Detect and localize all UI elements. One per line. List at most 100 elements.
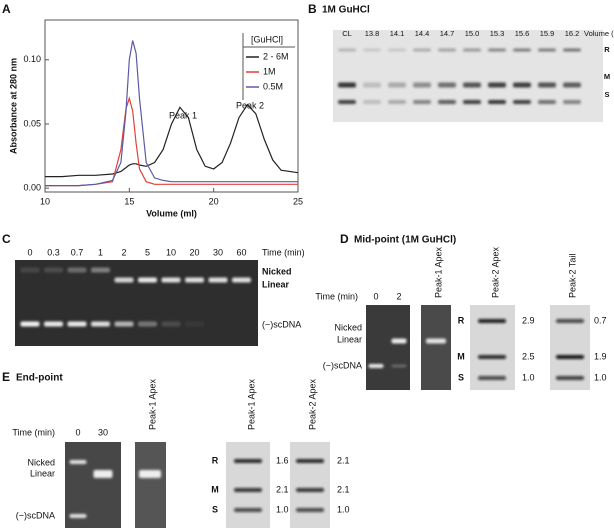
gel-band (388, 100, 406, 104)
gel-band (232, 277, 251, 283)
panel-label: A (2, 2, 11, 16)
band-label: R (458, 315, 465, 325)
lane-label: 16.2 (565, 29, 580, 38)
band-label: Nicked (334, 322, 362, 332)
gel-band (388, 82, 406, 88)
time-label: Time (min) (262, 247, 305, 257)
panel-title: Mid-point (1M GuHCl) (354, 235, 456, 246)
lane-label: 13.8 (365, 29, 380, 38)
gel-band (114, 277, 134, 283)
band-label: Linear (30, 468, 55, 478)
legend-label: 2 - 6M (263, 51, 289, 61)
gel-band (338, 100, 356, 104)
y-axis-label: Absorbance at 280 nm (8, 58, 18, 154)
band-label: R (604, 45, 610, 54)
line-series (45, 40, 298, 187)
lane-label: 15.0 (465, 29, 480, 38)
ratio-label: 2.1 (337, 455, 350, 465)
gel-band (114, 321, 134, 327)
gel (135, 442, 166, 528)
gel-band (296, 459, 324, 463)
x-axis-label: Volume (ml) (146, 208, 197, 218)
gel-band (67, 321, 87, 327)
band-label: M (604, 72, 610, 81)
annotation: Peak 2 (236, 100, 264, 110)
ratio-label: 1.0 (522, 372, 535, 382)
gel-band (368, 364, 384, 368)
band-label: (−)scDNA (262, 319, 301, 329)
band-label: Linear (262, 279, 290, 289)
lane-label: 10 (166, 247, 176, 257)
gel-band (413, 82, 431, 88)
lane-label: 15.9 (540, 29, 555, 38)
gel-band (139, 470, 161, 478)
gel-band (413, 48, 431, 52)
ratio-label: 1.6 (276, 455, 289, 465)
y-tick-label: 0.00 (23, 183, 41, 193)
gel-band (296, 488, 324, 492)
lane-label: 0 (27, 247, 32, 257)
gel-band (44, 321, 63, 327)
lane-label: CL (342, 29, 352, 38)
ratio-label: 2.5 (522, 351, 535, 361)
x-tick-label: 15 (124, 196, 134, 206)
gel-band (438, 48, 456, 52)
x-tick-label: 20 (209, 196, 219, 206)
gel-band (338, 82, 356, 88)
gel (65, 442, 121, 528)
gel-band (363, 82, 381, 88)
lane-label: 5 (145, 247, 150, 257)
band-label: (−)scDNA (323, 360, 362, 370)
ratio-label: 2.1 (276, 484, 289, 494)
gel-band (69, 460, 87, 464)
lane-label: Peak-2 Tail (567, 254, 577, 298)
gel-band (67, 267, 87, 273)
lane-label: 0 (373, 291, 378, 301)
gel-band (388, 48, 406, 52)
band-label: S (212, 504, 218, 514)
gel-band (478, 376, 506, 380)
gel-band (556, 319, 584, 323)
gel-band (488, 48, 506, 52)
x-tick-label: 10 (40, 196, 50, 206)
gel-band (138, 321, 157, 327)
panel-title: End-point (16, 373, 63, 384)
gel-band (463, 82, 481, 88)
gel-band (563, 82, 581, 88)
gel-band (161, 277, 181, 283)
gel-band (363, 100, 381, 104)
gel-band (91, 267, 110, 273)
lane-label: Peak-2 Apex (307, 378, 317, 430)
gel (333, 30, 603, 122)
lane-label: 30 (213, 247, 223, 257)
lane-label: 0 (75, 427, 80, 437)
ratio-label: 1.9 (594, 351, 607, 361)
lane-label: 1 (98, 247, 103, 257)
line-series (45, 103, 299, 178)
line-series (45, 96, 298, 187)
lane-label: 14.1 (390, 29, 405, 38)
gel-band (234, 508, 262, 512)
lane-label: 60 (236, 247, 246, 257)
ratio-label: 0.7 (594, 315, 607, 325)
gel (421, 305, 451, 390)
gel-band (563, 48, 581, 52)
lane-label: 2 (396, 291, 401, 301)
lane-label: 0.7 (71, 247, 84, 257)
gel-band (463, 48, 481, 52)
band-label: M (457, 351, 465, 361)
lane-label: Peak-1 Apex (433, 246, 443, 298)
band-label: M (211, 484, 219, 494)
gel-band (185, 277, 204, 283)
gel-band (563, 100, 581, 104)
lane-label: 0.3 (47, 247, 60, 257)
panel-title: 1M GuHCl (322, 5, 370, 16)
gel-band (363, 48, 381, 52)
gel-band (44, 267, 63, 273)
lane-label: 30 (98, 427, 108, 437)
lane-label: 15.6 (515, 29, 530, 38)
gel (366, 305, 410, 390)
ratio-label: 2.9 (522, 315, 535, 325)
y-tick-label: 0.05 (23, 118, 41, 128)
